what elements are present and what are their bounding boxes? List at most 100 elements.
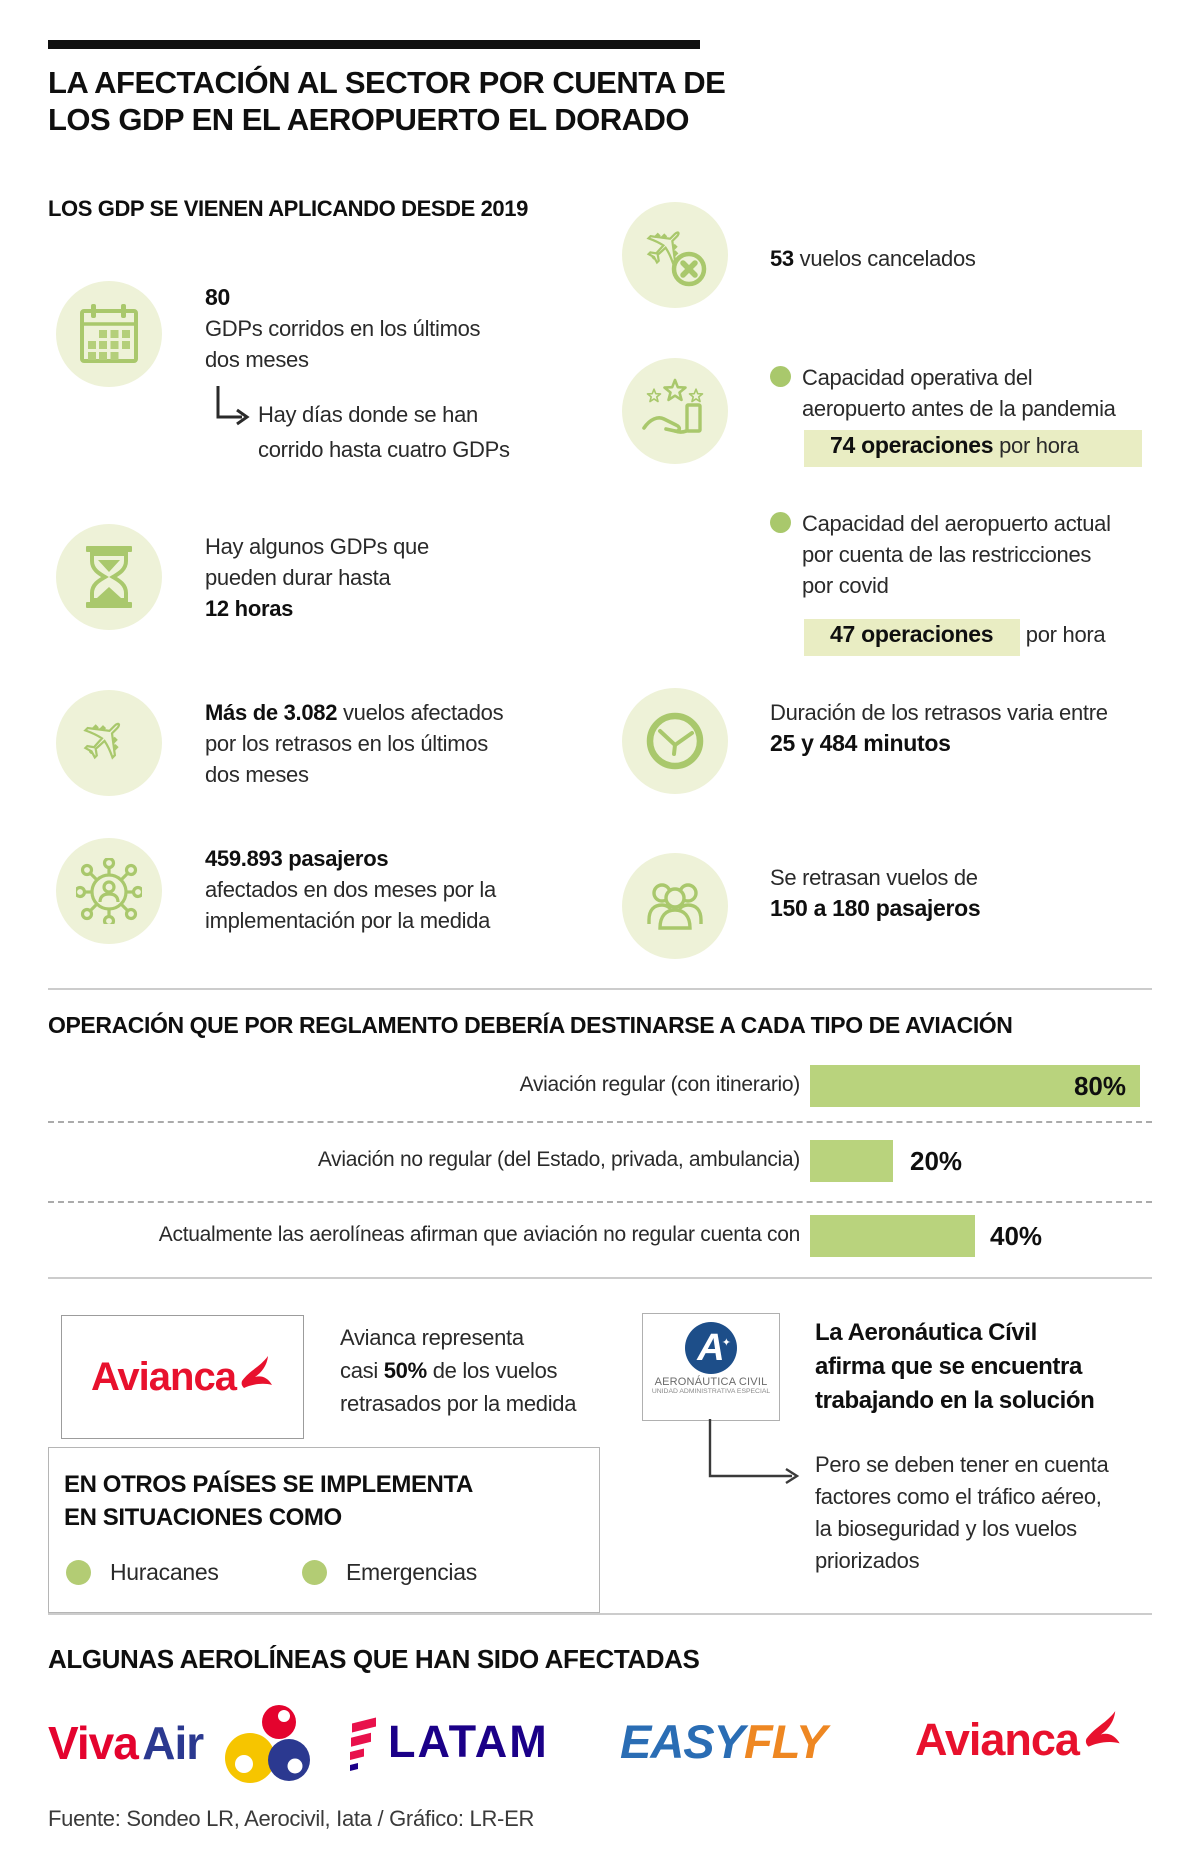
aerocivil-note2: factores como el tráfico aéreo, bbox=[815, 1484, 1102, 1509]
chart-category-label: Actualmente las aerolíneas afirman que a… bbox=[158, 1223, 801, 1246]
stat-gdps-note1: Hay días donde se han bbox=[258, 402, 478, 427]
stat-pax-line3: implementación por la medida bbox=[205, 908, 491, 933]
avianca-text: Avianca representa casi 50% de los vuelo… bbox=[340, 1321, 670, 1420]
aerocivil-note3: la bioseguridad y los vuelos bbox=[815, 1516, 1077, 1541]
chart-bar-value-label: 80% bbox=[1073, 1071, 1126, 1101]
stat-duration-line1: Hay algunos GDPs que bbox=[205, 534, 429, 559]
stat-gdps-note: Hay días donde se han corrido hasta cuat… bbox=[258, 397, 598, 467]
stat-pax-bold: 459.893 pasajeros bbox=[205, 846, 389, 871]
capacity-before-highlight: 74 operaciones por hora bbox=[804, 430, 1142, 467]
stat-cancelled: 53 vuelos cancelados bbox=[770, 243, 976, 274]
aerocivil-note4: priorizados bbox=[815, 1548, 920, 1573]
capacity-before-highlight-bold: 74 operaciones bbox=[830, 432, 994, 458]
calendar-icon-circle bbox=[56, 281, 162, 387]
plane-icon-circle: ✈ bbox=[56, 690, 162, 796]
aerocivil-note: Pero se deben tener en cuenta factores c… bbox=[815, 1449, 1175, 1577]
corner-arrow-icon bbox=[216, 386, 250, 426]
bullet-icon bbox=[66, 1560, 91, 1585]
chart-category-label: Aviación regular (con itinerario) bbox=[519, 1073, 801, 1096]
hourglass-icon bbox=[86, 546, 132, 608]
avianca-line2-bold: 50% bbox=[383, 1358, 427, 1383]
network-passengers-icon-circle bbox=[56, 838, 162, 944]
stat-capacity-before: Capacidad operativa del aeropuerto antes… bbox=[802, 362, 1172, 424]
chart-bar bbox=[810, 1140, 893, 1182]
other-countries-item1: Huracanes bbox=[110, 1559, 219, 1585]
stat-capacity-now: Capacidad del aeropuerto actual por cuen… bbox=[802, 508, 1172, 601]
aerocivil-logo-letter: A bbox=[697, 1327, 725, 1369]
passengers-icon bbox=[647, 883, 703, 930]
stat-duration-bold: 12 horas bbox=[205, 596, 294, 621]
stars-hand-icon bbox=[642, 378, 704, 434]
section-divider bbox=[48, 988, 1152, 990]
avianca-bottom-wordmark: Avianca bbox=[915, 1714, 1080, 1765]
chart-bar: 80% bbox=[810, 1065, 1140, 1107]
viva-air-circles-icon bbox=[225, 1705, 310, 1783]
stat-flights-rest: vuelos afectados bbox=[337, 700, 504, 725]
capacity-now-line2: por cuenta de las restricciones bbox=[802, 542, 1092, 567]
stat-flights-line3: dos meses bbox=[205, 762, 309, 787]
chart-bar-value-label: 40% bbox=[990, 1221, 1043, 1251]
stat-flights: Más de 3.082 vuelos afectados por los re… bbox=[205, 697, 585, 790]
stat-flights-bold: Más de 3.082 bbox=[205, 700, 338, 725]
stat-flights-line2: por los retrasos en los últimos bbox=[205, 731, 488, 756]
avianca-bird-icon bbox=[1085, 1711, 1120, 1747]
passengers-icon-circle bbox=[622, 853, 728, 959]
plane-cancelled-icon: ✈ bbox=[636, 216, 707, 287]
section-divider bbox=[48, 1613, 1152, 1615]
vivaair-logo: Viva Air bbox=[48, 1716, 204, 1770]
vivaair-word-air: Air bbox=[142, 1717, 204, 1769]
stat-gdps-line2: dos meses bbox=[205, 347, 309, 372]
avianca-bird-icon bbox=[241, 1356, 272, 1388]
chart-row-separator bbox=[48, 1201, 1152, 1203]
intro-label: LOS GDP SE VIENEN APLICANDO DESDE 2019 bbox=[48, 196, 528, 221]
source-note: Fuente: Sondeo LR, Aerocivil, Iata / Grá… bbox=[48, 1806, 535, 1831]
stars-hand-icon-circle bbox=[622, 358, 728, 464]
avianca-line2-pre: casi bbox=[340, 1358, 384, 1383]
clock-icon bbox=[646, 712, 704, 770]
plane-cancelled-icon-circle: ✈ bbox=[622, 202, 728, 308]
capacity-now-highlight-row: 47 operaciones por hora bbox=[804, 616, 1106, 656]
capacity-before-line2: aeropuerto antes de la pandemia bbox=[802, 396, 1116, 421]
capacity-now-after: por hora bbox=[1020, 622, 1106, 647]
stat-cancelled-bold: 53 bbox=[770, 246, 794, 271]
capacity-before-highlight-rest: por hora bbox=[993, 433, 1079, 458]
delay-minutes-line1: Duración de los retrasos varia entre bbox=[770, 700, 1108, 725]
chart-bar-value-label: 20% bbox=[910, 1146, 963, 1176]
chart-category-label: Aviación no regular (del Estado, privada… bbox=[317, 1148, 800, 1171]
header-rule bbox=[48, 40, 700, 49]
stat-duration-line2: pueden durar hasta bbox=[205, 565, 391, 590]
aerocivil-bold3: trabajando en la solución bbox=[815, 1387, 1095, 1414]
chart-title: OPERACIÓN QUE POR REGLAMENTO DEBERÍA DES… bbox=[48, 1012, 1013, 1038]
stat-cancelled-rest: vuelos cancelados bbox=[793, 246, 976, 271]
stat-pax: 459.893 pasajeros afectados en dos meses… bbox=[205, 843, 585, 936]
aerocivil-note1: Pero se deben tener en cuenta bbox=[815, 1452, 1109, 1477]
avianca-line2: casi 50% de los vuelos bbox=[340, 1354, 670, 1387]
calendar-icon bbox=[80, 304, 138, 363]
aerocivil-logo-icon: A ✦ bbox=[685, 1322, 737, 1374]
avianca-logo-box: Avianca bbox=[61, 1315, 304, 1439]
hourglass-icon-circle bbox=[56, 524, 162, 630]
stat-duration: Hay algunos GDPs que pueden durar hasta … bbox=[205, 531, 565, 624]
avianca-wordmark: Avianca bbox=[91, 1354, 237, 1399]
aerocivil-logo-sub: UNIDAD ADMINISTRATIVA ESPECIAL bbox=[651, 1388, 771, 1395]
page-title-line2: LOS GDP EN EL AEROPUERTO EL DORADO bbox=[48, 102, 690, 137]
stat-gdps-note2: corrido hasta cuatro GDPs bbox=[258, 437, 510, 462]
latam-icon bbox=[350, 1717, 376, 1771]
delay-minutes-bold: 25 y 484 minutos bbox=[770, 730, 951, 756]
easyfly-word-easy: EASY bbox=[620, 1715, 745, 1768]
clock-icon-circle bbox=[622, 688, 728, 794]
bullet-icon bbox=[770, 366, 791, 387]
capacity-before-line1: Capacidad operativa del bbox=[802, 365, 1033, 390]
delayed-flights-line1: Se retrasan vuelos de bbox=[770, 865, 978, 890]
aerocivil-star-icon: ✦ bbox=[721, 1337, 731, 1349]
vivaair-word-viva: Viva bbox=[48, 1717, 139, 1769]
easyfly-logo: EASYFLY bbox=[620, 1714, 827, 1769]
chart-bar bbox=[810, 1215, 975, 1257]
other-countries-title2: EN SITUACIONES COMO bbox=[64, 1504, 342, 1531]
delayed-flights-bold: 150 a 180 pasajeros bbox=[770, 895, 981, 921]
stat-delayed-flights: Se retrasan vuelos de 150 a 180 pasajero… bbox=[770, 862, 1170, 924]
stat-gdps: 80 GDPs corridos en los últimos dos mese… bbox=[205, 282, 565, 375]
aerocivil-statement: La Aeronáutica Cívil afirma que se encue… bbox=[815, 1316, 1175, 1418]
page-title: LA AFECTACIÓN AL SECTOR POR CUENTA DE LO… bbox=[48, 64, 948, 138]
aerocivil-logo-name: AERONÁUTICA CIVIL bbox=[654, 1376, 768, 1388]
